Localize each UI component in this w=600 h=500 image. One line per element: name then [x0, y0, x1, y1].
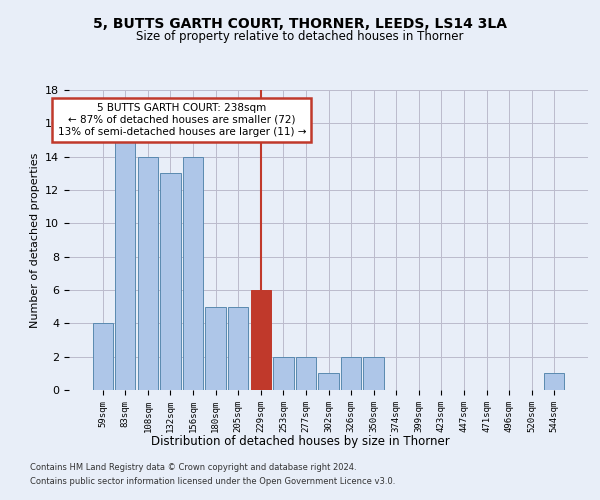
Bar — [319, 374, 338, 390]
Text: Contains public sector information licensed under the Open Government Licence v3: Contains public sector information licen… — [30, 478, 395, 486]
Bar — [544, 374, 565, 390]
Bar — [138, 156, 158, 390]
Text: Size of property relative to detached houses in Thorner: Size of property relative to detached ho… — [136, 30, 464, 43]
Y-axis label: Number of detached properties: Number of detached properties — [29, 152, 40, 328]
Bar — [341, 356, 361, 390]
Text: Distribution of detached houses by size in Thorner: Distribution of detached houses by size … — [151, 435, 449, 448]
Bar — [160, 174, 181, 390]
Text: Contains HM Land Registry data © Crown copyright and database right 2024.: Contains HM Land Registry data © Crown c… — [30, 462, 356, 471]
Text: 5 BUTTS GARTH COURT: 238sqm
← 87% of detached houses are smaller (72)
13% of sem: 5 BUTTS GARTH COURT: 238sqm ← 87% of det… — [58, 104, 306, 136]
Bar — [115, 140, 136, 390]
Bar — [228, 306, 248, 390]
Bar — [273, 356, 293, 390]
Bar — [364, 356, 384, 390]
Bar — [251, 290, 271, 390]
Text: 5, BUTTS GARTH COURT, THORNER, LEEDS, LS14 3LA: 5, BUTTS GARTH COURT, THORNER, LEEDS, LS… — [93, 18, 507, 32]
Bar — [183, 156, 203, 390]
Bar — [92, 324, 113, 390]
Bar — [205, 306, 226, 390]
Bar — [296, 356, 316, 390]
